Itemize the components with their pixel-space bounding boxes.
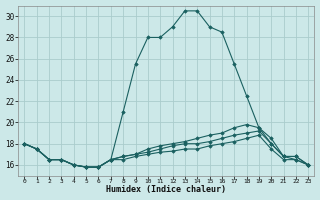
- X-axis label: Humidex (Indice chaleur): Humidex (Indice chaleur): [106, 185, 226, 194]
